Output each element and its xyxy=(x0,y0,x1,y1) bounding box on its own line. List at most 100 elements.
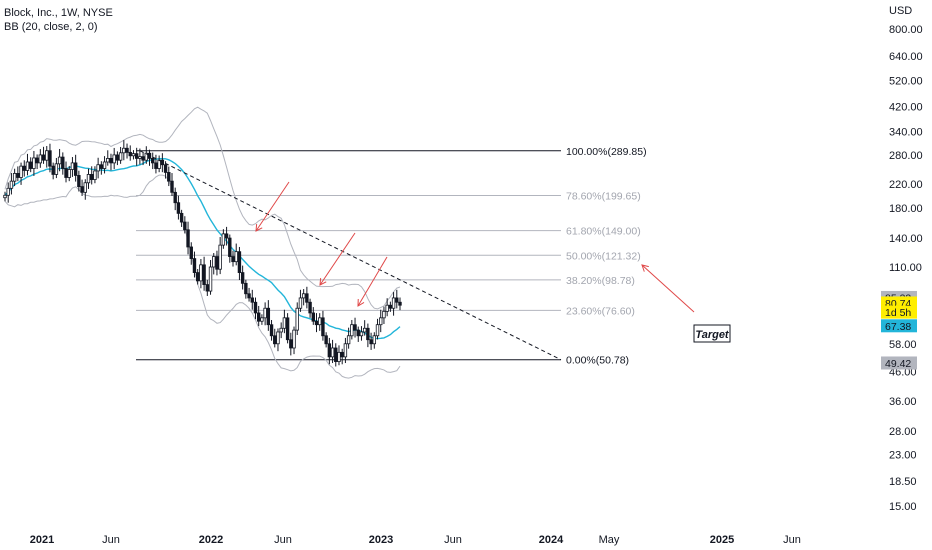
candle-body xyxy=(346,335,351,345)
candle-body xyxy=(221,233,226,246)
trendline-dashed xyxy=(139,150,562,361)
candle-body xyxy=(369,339,373,345)
candle-body xyxy=(93,170,97,180)
candle-body xyxy=(19,165,23,178)
candle-body xyxy=(141,156,145,161)
price-axis: 800.00 640.00 520.00 420.00 340.00 280.00 220.… xyxy=(889,5,923,513)
candle-body xyxy=(109,158,113,164)
candle-body xyxy=(51,165,55,175)
candle-body xyxy=(160,159,165,166)
y-tick-label: 46.00 xyxy=(889,367,917,379)
price-badge-label: 49.42 xyxy=(885,358,911,370)
candle-body xyxy=(231,256,235,263)
candle-body xyxy=(244,282,248,295)
candle-body xyxy=(379,317,383,326)
target-box xyxy=(693,324,731,343)
candle-body xyxy=(372,335,377,345)
candle-body xyxy=(260,317,264,322)
candle-body xyxy=(48,150,52,167)
candle-body xyxy=(237,251,242,273)
candle-body xyxy=(362,327,367,333)
candle-body xyxy=(269,324,274,337)
candle-body xyxy=(337,351,341,362)
price-badge xyxy=(881,356,917,370)
candle-body xyxy=(192,258,197,273)
bb-lower-band xyxy=(4,174,401,379)
candle-body xyxy=(375,324,380,337)
candle-body xyxy=(102,161,107,169)
candle-body xyxy=(208,266,213,292)
candle-body xyxy=(80,186,84,193)
y-tick-label: 18.50 xyxy=(889,476,917,488)
candle-body xyxy=(173,191,177,204)
y-tick-label: 180.00 xyxy=(889,203,923,215)
candle-body xyxy=(359,331,364,337)
candle-body xyxy=(64,168,68,178)
x-tick-label: Jun xyxy=(444,534,462,546)
candle-body xyxy=(224,233,229,239)
candle-body xyxy=(54,163,59,175)
candle-body xyxy=(202,264,206,285)
candle-body xyxy=(295,307,299,331)
candle-body xyxy=(366,327,370,341)
y-tick-label: 220.00 xyxy=(889,179,923,191)
candle-body xyxy=(282,317,287,329)
y-tick-label: 110.00 xyxy=(889,262,922,274)
y-tick-label: 36.00 xyxy=(889,396,917,408)
candle-body xyxy=(263,307,267,319)
candle-body xyxy=(144,152,149,161)
candle-body xyxy=(138,156,142,159)
arrow-line xyxy=(641,264,695,313)
candle-body xyxy=(292,329,296,349)
candles xyxy=(3,140,402,367)
fib-label: 78.60%(199.65) xyxy=(566,191,641,203)
candle-body xyxy=(125,147,129,153)
fib-label: 61.80%(149.00) xyxy=(566,226,641,238)
fib-label: 100.00%(289.85) xyxy=(566,146,647,158)
annotations: Target xyxy=(693,324,731,343)
candle-body xyxy=(311,312,315,322)
candle-body xyxy=(250,297,254,303)
candle-body xyxy=(228,237,232,257)
candle-body xyxy=(356,329,360,337)
y-tick-label: 340.00 xyxy=(889,127,923,139)
indicator-label: BB (20, close, 2, 0) xyxy=(4,21,98,33)
arrow-head xyxy=(255,223,263,232)
candle-body xyxy=(179,212,184,223)
candle-body xyxy=(176,202,181,214)
arrow-head xyxy=(641,264,649,272)
candle-body xyxy=(398,301,402,306)
currency-label: USD xyxy=(889,5,912,17)
candle-body xyxy=(205,284,210,292)
candle-body xyxy=(240,272,245,284)
y-tick-label: 640.00 xyxy=(889,51,923,63)
candle-body xyxy=(77,175,81,188)
x-tick-label: 2023 xyxy=(369,534,393,546)
x-tick-label: Jun xyxy=(783,534,801,546)
x-tick-label: 2024 xyxy=(539,534,564,546)
fibonacci-levels: 100.00%(289.85) 78.60%(199.65) 61.80%(149.… xyxy=(136,146,647,367)
y-tick-label: 800.00 xyxy=(889,24,923,36)
candle-body xyxy=(151,158,155,164)
x-tick-label: Jun xyxy=(102,534,120,546)
candle-body xyxy=(212,256,216,268)
y-tick-label: 58.00 xyxy=(889,339,917,351)
fib-label: 50.00%(121.32) xyxy=(566,250,641,262)
candle-body xyxy=(276,331,280,345)
x-tick-label: Jun xyxy=(274,534,292,546)
candle-body xyxy=(183,221,187,231)
candle-body xyxy=(285,317,290,341)
fib-label: 0.00%(50.78) xyxy=(566,355,629,367)
candle-body xyxy=(96,164,100,172)
arrow-head xyxy=(319,277,327,286)
candle-body xyxy=(353,324,357,331)
candle-body xyxy=(28,161,33,169)
candle-body xyxy=(16,173,20,178)
y-tick-label: 28.00 xyxy=(889,426,917,438)
fib-label: 38.20%(98.78) xyxy=(566,275,635,287)
candle-body xyxy=(70,162,75,170)
time-axis: 2021 Jun 2022 Jun 2023 Jun 2024 May 2025 Jun xyxy=(30,534,801,546)
x-tick-label: 2025 xyxy=(710,534,734,546)
